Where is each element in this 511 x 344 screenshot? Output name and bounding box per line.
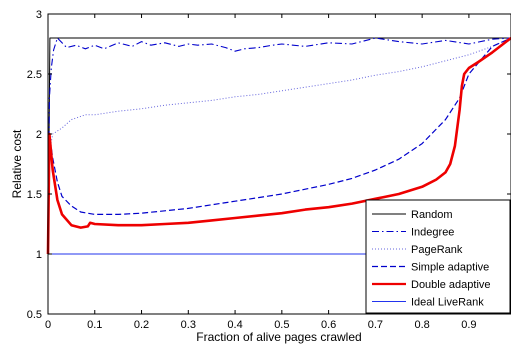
- y-tick-label: 2.5: [27, 69, 42, 81]
- y-tick-label: 2: [36, 129, 42, 141]
- legend-box: [365, 199, 511, 314]
- x-tick-label: 0.1: [87, 319, 102, 331]
- y-tick-label: 1: [36, 249, 42, 261]
- legend-label-3: Simple adaptive: [411, 262, 489, 274]
- y-tick-label: 0.5: [27, 309, 42, 321]
- x-axis-label: Fraction of alive pages crawled: [196, 330, 361, 344]
- x-tick-label: 0.5: [274, 319, 289, 331]
- legend-label-5: Ideal LiveRank: [411, 297, 484, 309]
- y-tick-label: 3: [36, 9, 42, 21]
- legend: Random Indegree PageRank Simple adaptive Dou…: [365, 199, 511, 314]
- x-tick-label: 0.2: [134, 319, 149, 331]
- legend-label-0: Random: [411, 209, 453, 221]
- series-line-1: [47, 37, 511, 255]
- x-tick-label: 0.9: [461, 319, 476, 331]
- x-tick-label: 0: [45, 319, 51, 331]
- legend-label-4: Double adaptive: [411, 279, 491, 291]
- x-tick-label: 0.3: [181, 319, 196, 331]
- legend-label-1: Indegree: [411, 227, 454, 239]
- series-line-3: [47, 37, 511, 255]
- x-tick-label: 0.4: [227, 319, 242, 331]
- series-lines: [46, 36, 511, 255]
- x-tick-label: 0.7: [368, 319, 383, 331]
- y-axis-label: Relative cost: [10, 129, 24, 198]
- series-line-2: [47, 37, 511, 255]
- axis-ticks: 0 0.1 0.2 0.3 0.4 0.5 0.6 0.7 0.8 0.9 0.5 1 1.5 2 2.5 3: [27, 9, 511, 331]
- legend-label-2: PageRank: [411, 244, 463, 256]
- x-tick-label: 0.6: [321, 319, 336, 331]
- series-line-4: [46, 36, 511, 255]
- x-tick-label: 0.8: [414, 319, 429, 331]
- y-tick-label: 1.5: [27, 189, 42, 201]
- plot-frame: [47, 13, 511, 315]
